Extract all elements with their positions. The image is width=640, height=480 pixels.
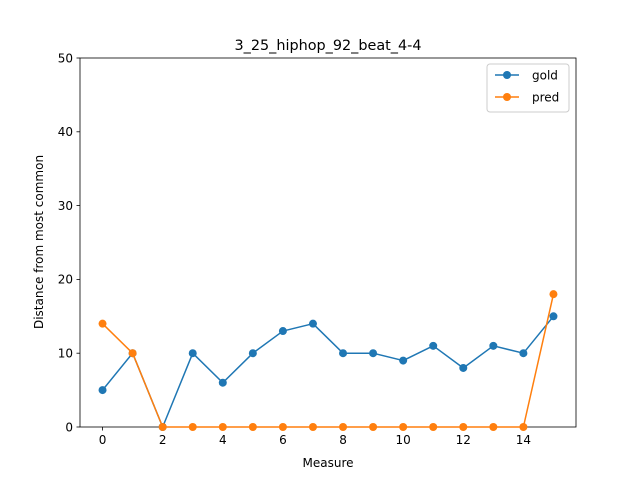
y-tick-label: 30 <box>58 199 73 213</box>
data-point <box>248 423 257 431</box>
data-point <box>339 349 348 358</box>
data-point <box>188 423 197 431</box>
legend-label: pred <box>532 91 559 105</box>
y-axis-label: Distance from most common <box>32 155 46 329</box>
data-point <box>308 423 317 431</box>
data-point <box>278 327 287 336</box>
y-tick-label: 20 <box>58 273 73 287</box>
legend-marker <box>503 93 511 101</box>
data-point <box>489 423 498 431</box>
data-point <box>339 423 348 431</box>
data-point <box>188 349 197 358</box>
x-tick-label: 2 <box>159 433 167 447</box>
data-point <box>519 423 528 431</box>
y-tick-label: 50 <box>58 51 73 65</box>
x-tick-label: 14 <box>516 433 531 447</box>
x-tick-label: 12 <box>456 433 471 447</box>
data-point <box>399 356 408 365</box>
y-tick-label: 0 <box>65 420 73 434</box>
series-line <box>102 293 555 428</box>
data-point <box>429 341 438 350</box>
x-tick-label: 6 <box>279 433 287 447</box>
data-point <box>369 423 378 431</box>
series-pred <box>98 290 558 431</box>
data-point <box>369 349 378 358</box>
data-point <box>489 341 498 350</box>
x-tick-label: 10 <box>396 433 411 447</box>
x-tick-label: 0 <box>99 433 107 447</box>
legend: gold pred <box>486 63 570 113</box>
data-point <box>549 312 558 321</box>
x-axis-label: Measure <box>303 456 354 470</box>
data-point <box>218 423 227 431</box>
data-point <box>248 349 257 358</box>
data-point <box>459 363 468 372</box>
legend-label: gold <box>532 69 558 83</box>
chart-title: 3_25_hiphop_92_beat_4-4 <box>234 38 421 54</box>
data-point <box>399 423 408 431</box>
y-tick-label: 40 <box>58 125 73 139</box>
x-tick-label: 4 <box>219 433 227 447</box>
data-point <box>128 349 137 358</box>
data-point <box>98 386 107 395</box>
y-axis: 0 10 20 30 40 50 <box>58 51 80 434</box>
data-point <box>158 423 167 431</box>
series-gold <box>98 312 558 431</box>
legend-marker <box>503 71 511 79</box>
data-point <box>459 423 468 431</box>
plot-frame <box>79 57 577 428</box>
data-point <box>308 319 317 328</box>
data-point <box>218 378 227 387</box>
y-tick-label: 10 <box>58 347 73 361</box>
data-point <box>278 423 287 431</box>
x-tick-label: 8 <box>339 433 347 447</box>
series-layer <box>98 290 558 431</box>
data-point <box>429 423 438 431</box>
data-point <box>519 349 528 358</box>
plot-area <box>79 57 577 428</box>
series-line <box>101 315 555 428</box>
data-point <box>549 290 558 299</box>
data-point <box>98 319 107 328</box>
